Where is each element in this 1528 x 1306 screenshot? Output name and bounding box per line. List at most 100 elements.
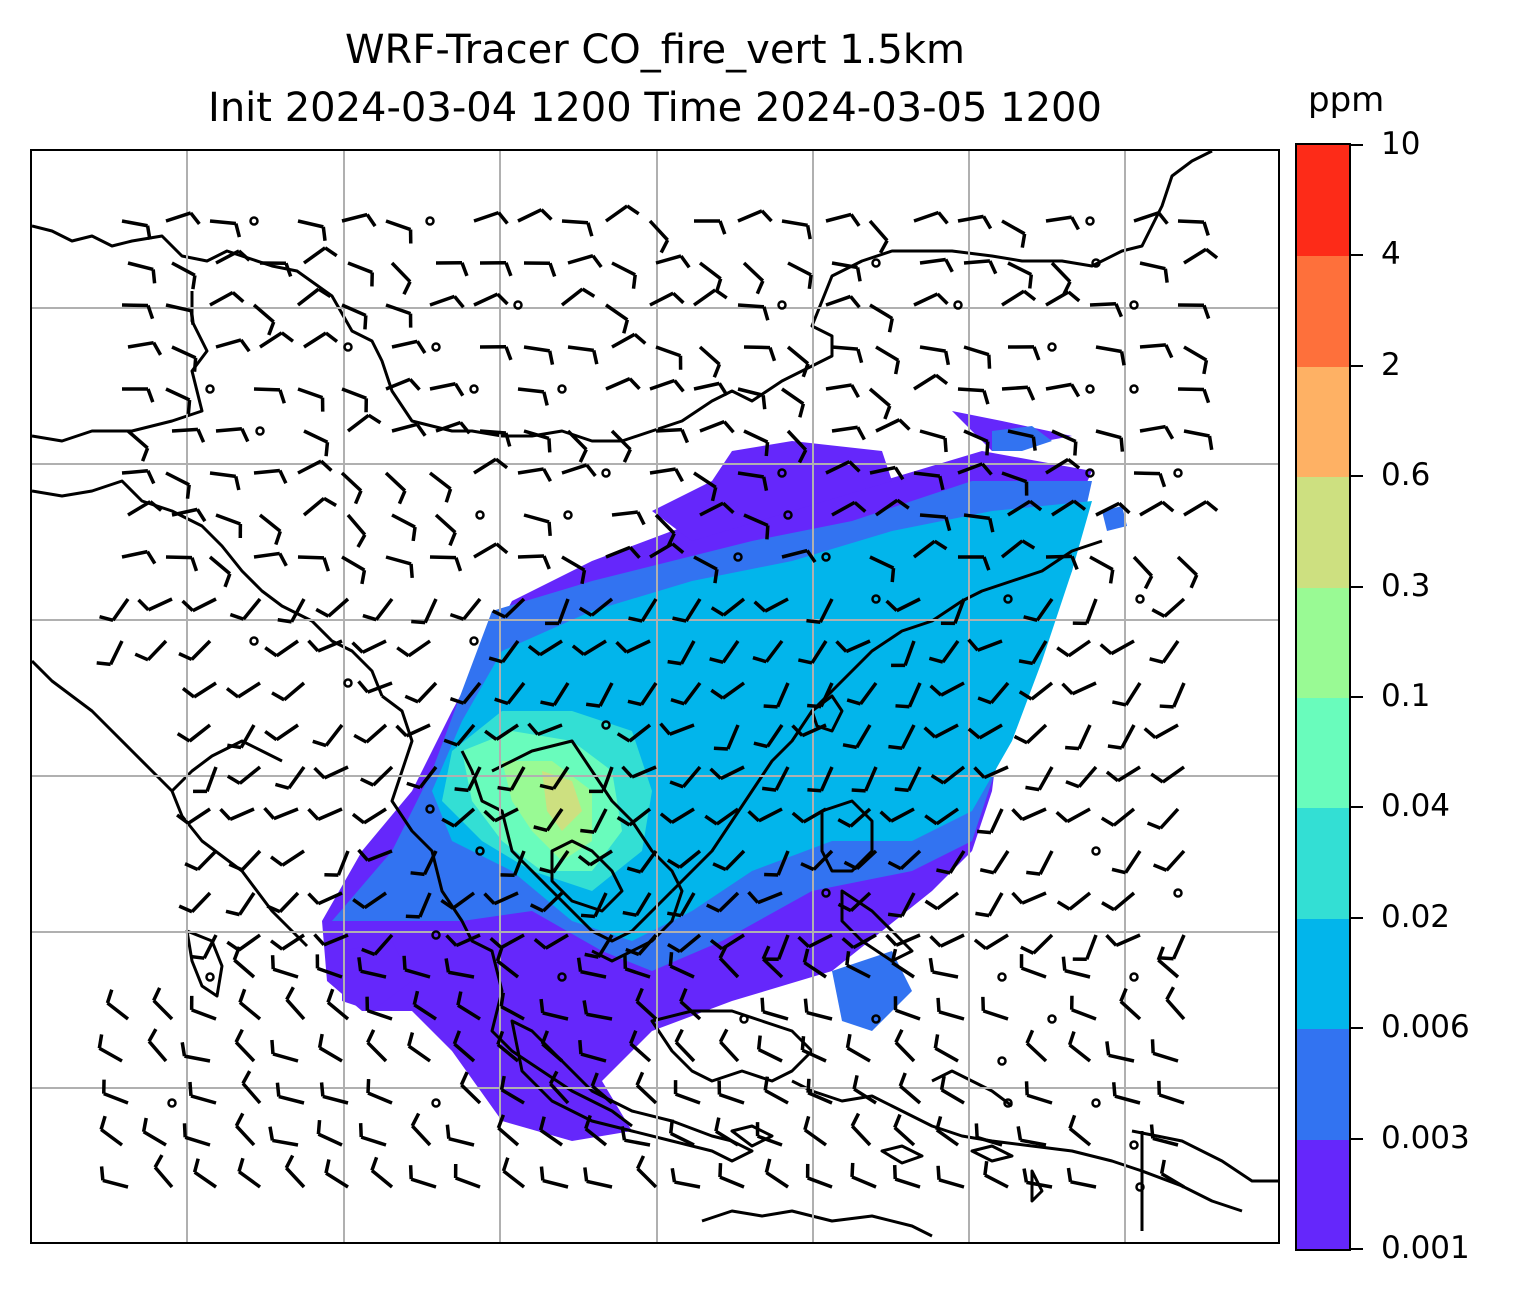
wind-barb (580, 808, 608, 834)
wind-barb (252, 303, 276, 336)
colorbar-tick-label: 4 (1381, 236, 1401, 273)
plume-region (992, 426, 1052, 451)
wind-barb (297, 459, 333, 475)
coastline-segment (670, 539, 1103, 893)
wind-barb (879, 807, 915, 823)
wind-barb (259, 261, 293, 278)
wind-barb (1146, 807, 1180, 830)
wind-barb (714, 1117, 739, 1147)
wind-barb (209, 290, 245, 307)
wind-barb (1165, 986, 1186, 1021)
wind-barb (545, 598, 570, 626)
wind-barb (1133, 211, 1169, 225)
wind-barb (713, 724, 740, 751)
calm-wind-circle (997, 1056, 1007, 1066)
wind-barb (693, 219, 727, 235)
wind-barb (434, 513, 457, 547)
coastline-segment (32, 151, 1213, 443)
calm-wind-circle (1129, 300, 1139, 310)
colorbar-tick-label: 10 (1381, 126, 1421, 162)
wind-barb (97, 1034, 123, 1063)
wind-barb (919, 429, 948, 453)
wind-barb (390, 261, 412, 296)
colorbar (1295, 143, 1351, 1251)
wind-barb (693, 471, 718, 502)
wind-barb (284, 1154, 306, 1189)
wind-barb (385, 303, 413, 328)
wind-barb (234, 1112, 256, 1147)
wind-barb (983, 1160, 1009, 1189)
coastline-segment (730, 1124, 774, 1148)
wind-barb (208, 555, 232, 588)
wind-barb (850, 1112, 872, 1147)
map-panel[interactable] (30, 149, 1280, 1244)
wind-barb (825, 383, 861, 399)
coastline-segment (970, 1144, 1014, 1163)
wind-barb (605, 545, 641, 559)
wind-barb (361, 933, 394, 957)
wind-barb (698, 345, 722, 378)
wind-barb (623, 954, 651, 979)
wind-barb (781, 548, 817, 564)
wind-barb (1022, 1168, 1053, 1189)
calm-wind-circle (1129, 1140, 1139, 1150)
wind-barb (620, 1126, 651, 1147)
wind-barb (1068, 1114, 1092, 1147)
wind-barb (975, 892, 1004, 918)
wind-barb (747, 807, 783, 823)
wind-barb (473, 210, 509, 225)
coastline-segment (510, 1019, 754, 1163)
wind-barb (548, 1070, 570, 1105)
wind-barb (1056, 639, 1091, 658)
wind-barb (974, 1123, 1003, 1147)
colorbar-tick (1351, 254, 1363, 257)
calm-wind-circle (777, 300, 787, 310)
wind-barb (277, 598, 306, 624)
wind-barb (1183, 345, 1209, 375)
wind-barb (649, 467, 684, 483)
wind-barb (919, 513, 952, 532)
wind-barb (797, 933, 833, 949)
wind-barb (580, 892, 608, 919)
wind-barb (253, 387, 286, 404)
wind-barb (747, 891, 783, 905)
wind-barb (188, 1081, 217, 1105)
wind-barb (737, 471, 769, 491)
calm-wind-circle (513, 300, 523, 310)
wind-barb (698, 261, 723, 293)
wind-barb (1051, 429, 1078, 456)
wind-barb (473, 542, 509, 559)
wind-barb (1132, 555, 1154, 590)
wind-barb (781, 387, 806, 418)
wind-barb (165, 303, 195, 325)
wind-barb (1089, 302, 1123, 318)
coastline-segment (820, 799, 874, 873)
wind-barb (137, 597, 173, 612)
colorbar-segment (1297, 255, 1349, 367)
wind-barb (411, 598, 438, 625)
wind-barb (1056, 891, 1092, 911)
calm-wind-circle (557, 972, 567, 982)
coastline-segment (1030, 1169, 1044, 1203)
wind-barb (628, 598, 658, 623)
wind-barb (517, 387, 549, 406)
wind-barb (709, 640, 740, 665)
wind-barb (189, 995, 217, 1021)
wind-barb (270, 1039, 299, 1063)
wind-barb (895, 682, 922, 709)
wind-barb (263, 806, 299, 821)
colorbar-tick (1351, 144, 1363, 146)
colorbar-tick-label: 0.6 (1381, 457, 1431, 494)
calm-wind-circle (1047, 342, 1057, 352)
wind-barb (786, 429, 808, 464)
wind-barb (264, 723, 299, 742)
calm-wind-circle (953, 300, 963, 310)
wind-barb (1020, 933, 1054, 955)
wind-barb (315, 597, 350, 618)
wind-barb (181, 681, 217, 699)
wind-barb (266, 891, 300, 914)
wind-barb (655, 427, 690, 444)
wind-barb (165, 471, 191, 499)
wind-barb (924, 891, 960, 911)
colorbar-tick-label: 0.1 (1381, 678, 1431, 714)
